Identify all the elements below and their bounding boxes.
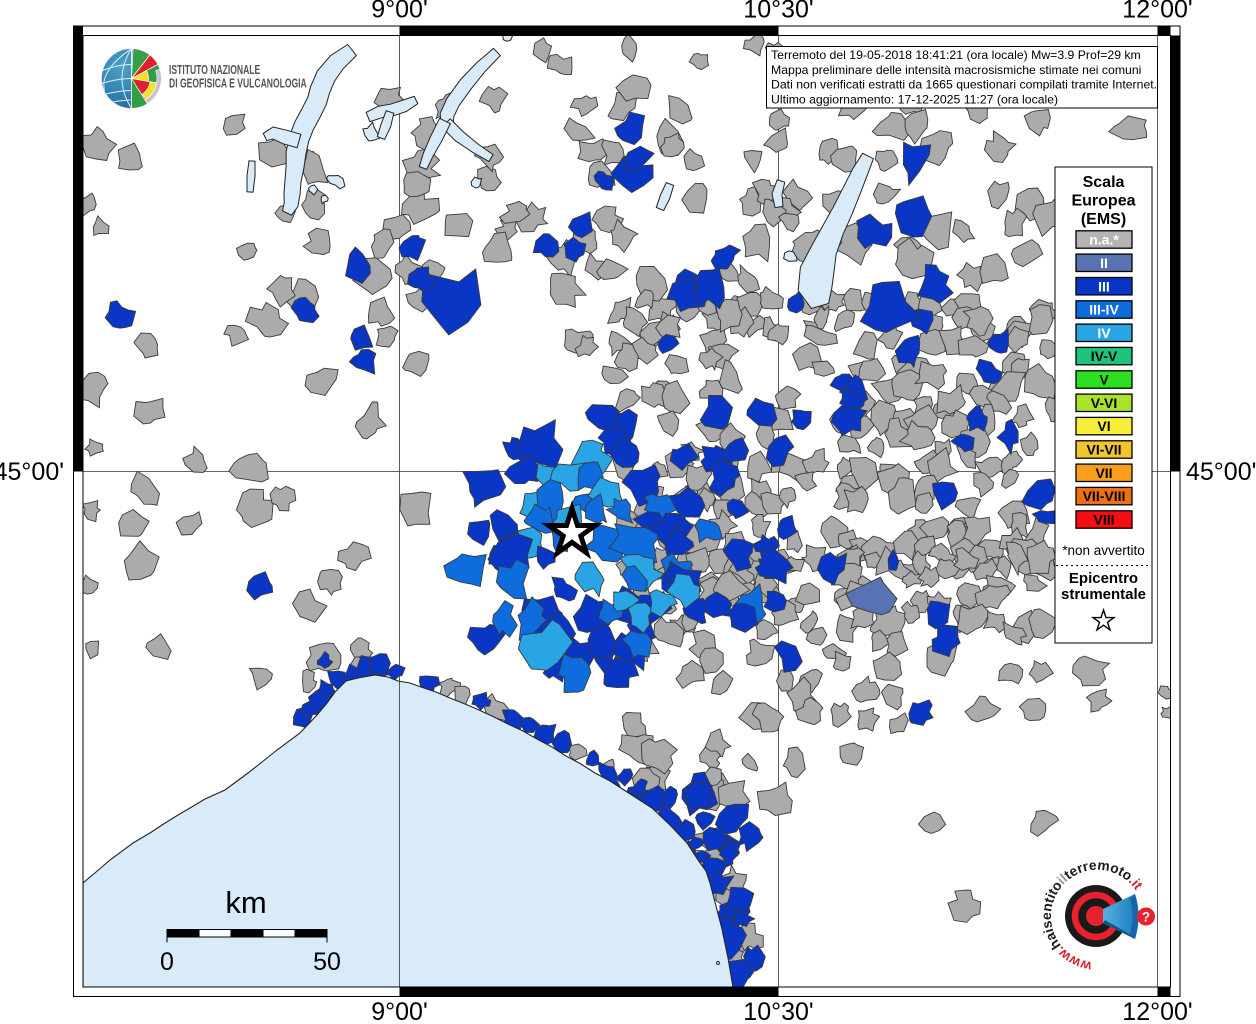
svg-text:9°00': 9°00' [371, 998, 427, 1024]
svg-text:V: V [1099, 372, 1109, 388]
svg-text:strumentale: strumentale [1061, 586, 1146, 603]
svg-text:ISTITUTO NAZIONALE: ISTITUTO NAZIONALE [169, 63, 260, 77]
svg-text:Dati non verificati estratti d: Dati non verificati estratti da 1665 que… [771, 78, 1157, 92]
svg-text:10°30': 10°30' [743, 0, 813, 24]
svg-text:45°00': 45°00' [1186, 458, 1256, 486]
svg-text:IV: IV [1097, 325, 1111, 341]
svg-text:VII: VII [1095, 465, 1112, 481]
svg-text:(EMS): (EMS) [1081, 211, 1126, 228]
svg-text:km: km [225, 885, 266, 920]
svg-text:IV-V: IV-V [1091, 348, 1118, 364]
svg-text:?: ? [1142, 910, 1150, 925]
svg-text:*non avvertito: *non avvertito [1062, 543, 1145, 558]
svg-text:DI GEOFISICA E VULCANOLOGIA: DI GEOFISICA E VULCANOLOGIA [169, 77, 307, 91]
svg-text:12°00': 12°00' [1122, 0, 1192, 24]
svg-text:Scala: Scala [1083, 174, 1125, 191]
svg-text:III-IV: III-IV [1089, 302, 1119, 318]
svg-text:Ultimo aggiornamento: 17-12-20: Ultimo aggiornamento: 17-12-2025 11:27 (… [771, 92, 1058, 106]
svg-text:II: II [1100, 255, 1108, 271]
svg-text:VI: VI [1097, 418, 1110, 434]
svg-text:50: 50 [313, 948, 341, 976]
svg-text:Epicentro: Epicentro [1069, 570, 1138, 587]
svg-text:45°00': 45°00' [0, 458, 64, 486]
svg-text:Europea: Europea [1071, 193, 1135, 210]
svg-text:V-VI: V-VI [1091, 395, 1117, 411]
svg-text:n.a.*: n.a.* [1089, 232, 1119, 248]
svg-text:12°00': 12°00' [1122, 998, 1192, 1024]
svg-text:III: III [1098, 278, 1110, 294]
svg-text:0: 0 [160, 948, 174, 976]
svg-text:9°00': 9°00' [371, 0, 427, 24]
svg-text:VI-VII: VI-VII [1086, 442, 1121, 458]
svg-text:Mappa preliminare delle intens: Mappa preliminare delle intensità macros… [771, 63, 1141, 77]
svg-text:VII-VIII: VII-VIII [1083, 488, 1126, 504]
svg-text:10°30': 10°30' [743, 998, 813, 1024]
svg-text:Terremoto del 19-05-2018 18:41: Terremoto del 19-05-2018 18:41:21 (ora l… [771, 48, 1141, 62]
svg-text:VIII: VIII [1093, 512, 1114, 528]
